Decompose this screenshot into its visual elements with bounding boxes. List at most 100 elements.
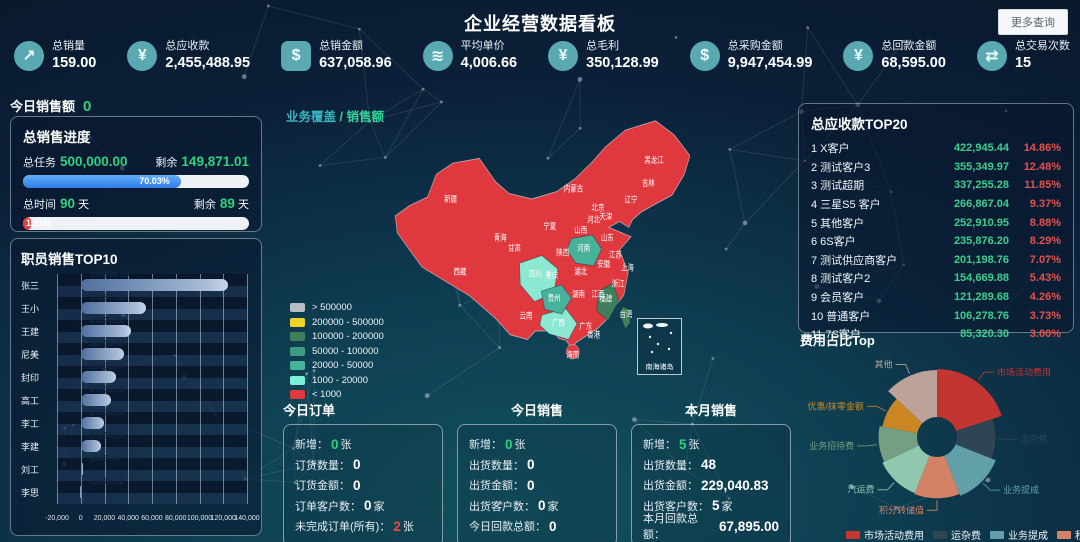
bar-category-label: 王建 [21,325,53,338]
stat-value: 0 [353,457,361,472]
time-remain-unit: 天 [238,199,249,211]
task-progress-percent: 70.03% [139,175,170,188]
kpi-row: ↗ 总销量 159.00 ¥ 总应收款 2,455,488.95 $ 总销金额 637,058.… [14,40,1070,72]
map-legend-item[interactable]: > 500000 [290,302,384,313]
legend-label: 市场活动费用 [864,527,924,542]
stat-unit: 张 [689,436,700,452]
legend-swatch [1057,531,1071,539]
exchange-clock-icon: ⇄ [977,41,1007,71]
stat-panel: 新增： 0 张出货数量： 0 出货金额： 0 出货客户数： 0 家今日回款总额： 0 [457,424,617,542]
legend-label: < 1000 [312,389,341,400]
bar-row: 高工 25663.00 [21,389,251,412]
stat-unit: 家 [374,498,385,514]
task-progress-bar: 70.03% [23,175,249,188]
pie-label: 优惠/抹零金额 [807,400,864,411]
map-legend-item[interactable]: 20000 - 50000 [290,360,384,371]
province-label: 浙江 [612,278,625,289]
customer-name: 3 测试超期 [811,177,923,193]
customer-name: 6 6S客户 [811,233,923,249]
map-legend: > 500000 200000 - 500000 100000 - 200000 50… [290,302,384,400]
legend-swatch [990,531,1004,539]
stat-label: 出货数量： [643,457,698,473]
province-label: 西藏 [453,265,466,276]
pie-legend-item[interactable]: 市场活动费用 [846,527,924,542]
pie-legend-item[interactable]: 业务提成 [990,527,1048,542]
pie-legend-item[interactable]: 运杂费 [933,527,981,542]
map-legend-item[interactable]: 1000 - 20000 [290,375,384,386]
receivables-list: 1 X客户 422,945.44 14.86% 2 测试客户3 355,349.97 12… [811,139,1061,344]
map-legend-item[interactable]: < 1000 [290,389,384,400]
time-progress-percent: 1.11% [26,217,51,230]
kpi-7: ¥ 总回款金额 68,595.00 [843,40,946,72]
bar-row: 李工 19768.00 [21,412,251,435]
kpi-label: 总销量 [52,40,96,54]
legend-swatch [290,303,305,312]
legend-label: 业务提成 [1008,527,1048,542]
stat-label: 今日回款总额： [469,518,546,534]
stat-row: 出货数量： 48 [643,455,779,476]
bar-row: 李建 17288.00 [21,435,251,458]
pie-legend-item[interactable]: 积分转储值 [1057,527,1080,542]
stat-value: 67,895.00 [719,519,779,534]
kpi-label: 平均单价 [461,40,517,54]
province-label: 陕西 [556,247,569,258]
province-label: 甘肃 [508,242,521,253]
stat-block-1: 今日订单 新增： 0 张订货数量： 0 订货金额： 0 订单客户数： 0 家未完成订单(所有)： 2… [283,400,443,542]
province-label: 辽宁 [625,194,638,205]
task-label: 总任务 [23,157,56,169]
map-legend-item[interactable]: 200000 - 500000 [290,317,384,328]
more-query-button[interactable]: 更多查询 [998,9,1068,35]
x-axis-tick: 0 [79,515,83,522]
map-legend-item[interactable]: 50000 - 100000 [290,346,384,357]
pie-label: 运杂费 [1020,433,1047,444]
stat-value: 0 [353,478,361,493]
time-label: 总时间 [23,199,56,211]
stat-label: 出货金额： [469,477,524,493]
bar-row: 尼美 36765.00 [21,343,251,366]
stat-row: 出货数量： 0 [469,455,605,476]
legend-swatch [933,531,947,539]
stat-block-2: 今日销售 新增： 0 张出货数量： 0 出货金额： 0 出货客户数： 0 家今日回款总额： 0 [457,400,617,542]
stat-row: 未完成订单(所有)： 2 张 [295,516,431,537]
receivable-row: 1 X客户 422,945.44 14.86% [811,139,1061,158]
stat-value: 2 [393,519,401,534]
bar [81,417,104,429]
coins-icon: ≋ [423,41,453,71]
map-legend-item[interactable]: 100000 - 200000 [290,331,384,342]
x-axis: -20,000 0 20,000 40,000 60,000 80,000 100,000 1… [57,506,247,522]
stat-block-title: 本月销售 [631,400,791,419]
expense-donut-chart: 市场活动费用 运杂费 业务提成 积分转储值 汽运费 业务招待费 优惠/抹零金额 其他 [798,344,1076,526]
province-label: 河南 [577,242,590,253]
customer-name: 1 X客户 [811,140,923,156]
province-label: 湖北 [574,267,587,277]
task-remain-value: 149,871.01 [181,154,249,169]
stat-row: 出货金额： 0 [469,475,605,496]
stat-unit: 张 [515,436,526,452]
kpi-label: 总回款金额 [881,40,946,54]
customer-name: 8 测试客户2 [811,270,923,286]
stat-value: 48 [701,457,716,472]
receivable-amount: 106,278.76 [923,310,1009,322]
legend-swatch [290,332,305,341]
bar-row: 李思 -1043.01 [21,481,251,504]
pie-label: 汽运费 [847,484,874,495]
stat-value: 0 [549,519,557,534]
stat-label: 新增： [643,436,676,452]
bar [81,371,116,383]
stat-unit: 家 [722,498,733,514]
map-title-coverage: 业务覆盖 [286,110,336,124]
x-axis-tick: 40,000 [118,515,139,522]
time-remain-value: 89 [220,196,235,211]
province-label: 广西 [552,316,565,327]
province-label: 香港 [587,329,600,340]
receivable-percent: 7.07% [1009,254,1061,266]
stat-block-3: 本月销售 新增： 5 张出货数量： 48 出货金额： 229,040.83 出货客户数： 5 家本… [631,400,791,542]
stat-label: 订货金额： [295,477,350,493]
pie-label: 业务提成 [1003,484,1039,495]
bar [81,348,125,360]
x-axis-tick: 80,000 [165,515,186,522]
receivable-amount: 252,910.95 [923,217,1009,229]
kpi-value: 68,595.00 [881,54,946,72]
stat-value: 0 [527,457,535,472]
x-axis-tick: 20,000 [94,515,115,522]
